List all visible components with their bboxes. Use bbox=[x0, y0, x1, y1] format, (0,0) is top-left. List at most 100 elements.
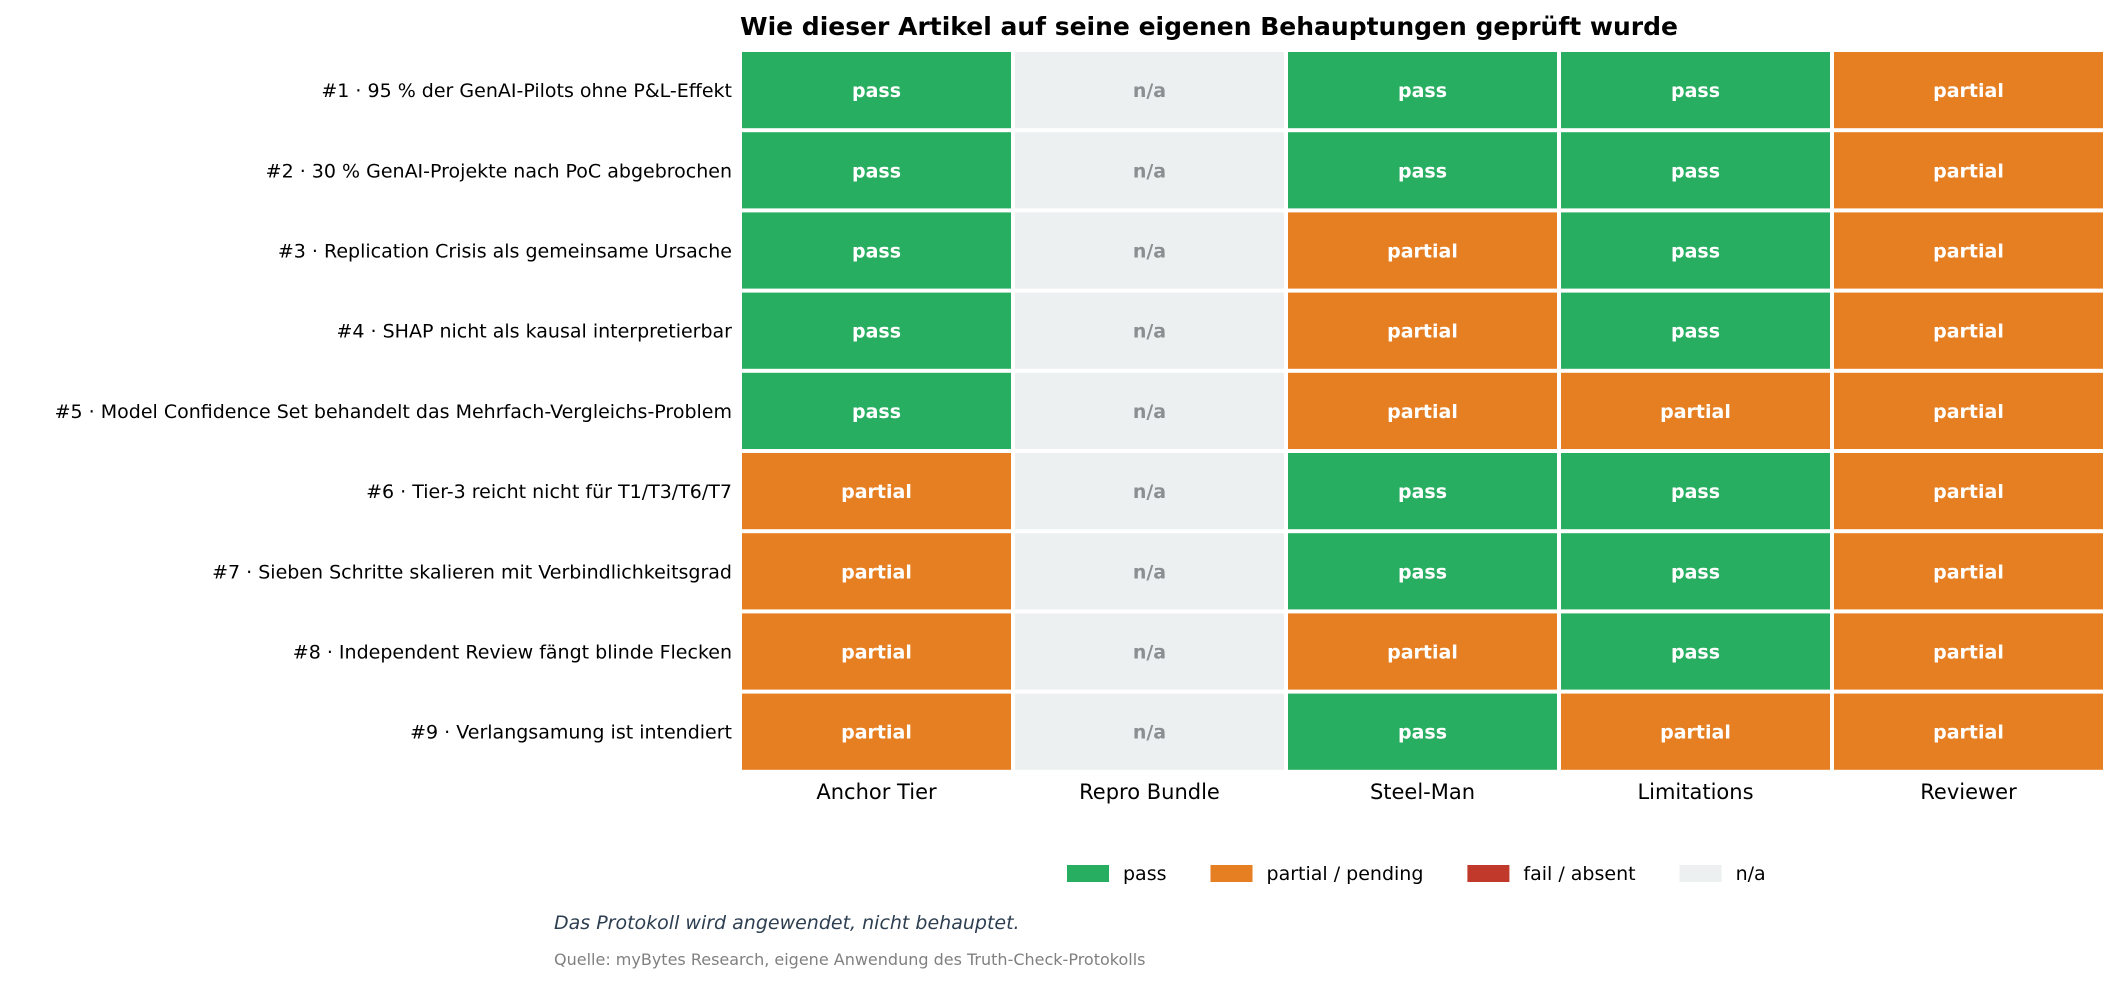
column-label-limitations: Limitations bbox=[1637, 780, 1753, 804]
heatmap-cell-3-steel-man bbox=[1288, 212, 1557, 289]
heatmap-cell-9-reviewer bbox=[1834, 693, 2103, 770]
legend-swatch-pass bbox=[1067, 865, 1109, 882]
heatmap-cell-8-reviewer bbox=[1834, 613, 2103, 690]
heatmap-cell-7-steel-man bbox=[1288, 533, 1557, 610]
heatmap-cell-8-anchor-tier bbox=[742, 613, 1011, 690]
cell-status-label: pass bbox=[852, 160, 901, 182]
legend-label-n-a: n/a bbox=[1736, 863, 1766, 885]
heatmap-cell-5-anchor-tier bbox=[742, 372, 1011, 449]
cell-status-label: n/a bbox=[1133, 80, 1166, 102]
cell-status-label: pass bbox=[852, 80, 901, 102]
heatmap-cell-6-anchor-tier bbox=[742, 453, 1011, 530]
row-labels: #1 · 95 % der GenAI-Pilots ohne P&L-Effe… bbox=[55, 80, 733, 744]
cell-status-label: partial bbox=[841, 481, 912, 503]
row-label-5: #5 · Model Confidence Set behandelt das … bbox=[55, 401, 732, 423]
cell-status-label: partial bbox=[841, 642, 912, 664]
heatmap-cell-2-steel-man bbox=[1288, 132, 1557, 209]
heatmap-cell-6-reviewer bbox=[1834, 453, 2103, 530]
row-label-1: #1 · 95 % der GenAI-Pilots ohne P&L-Effe… bbox=[321, 80, 732, 102]
cell-status-label: partial bbox=[1933, 561, 2004, 583]
heatmap-cell-6-limitations bbox=[1561, 453, 1830, 530]
cell-status-label: partial bbox=[1933, 642, 2004, 664]
cell-status-label: pass bbox=[1671, 321, 1720, 343]
cell-status-label: n/a bbox=[1133, 561, 1166, 583]
heatmap-cell-1-limitations bbox=[1561, 52, 1830, 129]
source-note: Quelle: myBytes Research, eigene Anwendu… bbox=[554, 950, 1146, 969]
legend-label-pass: pass bbox=[1123, 863, 1167, 885]
heatmap-cell-6-repro-bundle bbox=[1015, 453, 1284, 530]
heatmap-cell-1-anchor-tier bbox=[742, 52, 1011, 129]
heatmap-cell-4-steel-man bbox=[1288, 292, 1557, 369]
cell-status-label: n/a bbox=[1133, 401, 1166, 423]
heatmap-cell-8-repro-bundle bbox=[1015, 613, 1284, 690]
column-label-repro-bundle: Repro Bundle bbox=[1079, 780, 1220, 804]
cell-status-label: pass bbox=[852, 321, 901, 343]
heatmap-cell-2-repro-bundle bbox=[1015, 132, 1284, 209]
heatmap-cell-8-limitations bbox=[1561, 613, 1830, 690]
cell-status-label: partial bbox=[1387, 321, 1458, 343]
cell-status-label: pass bbox=[1398, 80, 1447, 102]
heatmap-cell-1-repro-bundle bbox=[1015, 52, 1284, 129]
heatmap-cell-8-steel-man bbox=[1288, 613, 1557, 690]
legend-swatch-fail bbox=[1467, 865, 1510, 882]
heatmap-cell-7-limitations bbox=[1561, 533, 1830, 610]
cell-status-label: partial bbox=[1387, 241, 1458, 263]
heatmap-cell-9-anchor-tier bbox=[742, 693, 1011, 770]
cell-status-label: partial bbox=[1660, 722, 1731, 744]
heatmap-cell-5-repro-bundle bbox=[1015, 372, 1284, 449]
cell-status-label: partial bbox=[1933, 481, 2004, 503]
row-label-4: #4 · SHAP nicht als kausal interpretierb… bbox=[336, 321, 732, 343]
cell-status-label: partial bbox=[1933, 321, 2004, 343]
heatmap-cell-1-steel-man bbox=[1288, 52, 1557, 129]
cell-status-label: pass bbox=[1671, 160, 1720, 182]
cell-status-label: partial bbox=[1387, 642, 1458, 664]
heatmap-cell-2-limitations bbox=[1561, 132, 1830, 209]
column-label-anchor-tier: Anchor Tier bbox=[816, 780, 937, 804]
legend-swatch-partial bbox=[1210, 865, 1253, 882]
heatmap-cell-2-anchor-tier bbox=[742, 132, 1011, 209]
heatmap-cell-4-limitations bbox=[1561, 292, 1830, 369]
cell-status-label: pass bbox=[1671, 241, 1720, 263]
row-label-8: #8 · Independent Review fängt blinde Fle… bbox=[293, 642, 732, 664]
row-label-7: #7 · Sieben Schritte skalieren mit Verbi… bbox=[212, 561, 732, 583]
heatmap-cell-9-repro-bundle bbox=[1015, 693, 1284, 770]
cell-status-label: pass bbox=[1398, 561, 1447, 583]
cell-status-label: n/a bbox=[1133, 160, 1166, 182]
cell-status-label: pass bbox=[1671, 80, 1720, 102]
cell-status-label: partial bbox=[1387, 401, 1458, 423]
heatmap-cell-3-anchor-tier bbox=[742, 212, 1011, 289]
legend-label-partial: partial / pending bbox=[1267, 863, 1424, 885]
heatmap-cell-9-steel-man bbox=[1288, 693, 1557, 770]
cell-status-label: partial bbox=[841, 561, 912, 583]
cell-status-label: partial bbox=[1933, 401, 2004, 423]
heatmap-cell-3-limitations bbox=[1561, 212, 1830, 289]
row-label-9: #9 · Verlangsamung ist intendiert bbox=[410, 722, 732, 744]
heatmap-cells: pass n/a pass pass partial pass n/a pass pass par… bbox=[742, 52, 2103, 770]
column-labels: Anchor Tier Repro Bundle Steel-Man Limitati… bbox=[816, 780, 2017, 804]
cell-status-label: n/a bbox=[1133, 642, 1166, 664]
row-label-2: #2 · 30 % GenAI-Projekte nach PoC abgebr… bbox=[266, 160, 732, 182]
cell-status-label: partial bbox=[1933, 80, 2004, 102]
cell-status-label: pass bbox=[1671, 481, 1720, 503]
cell-status-label: pass bbox=[1398, 160, 1447, 182]
heatmap-cell-7-repro-bundle bbox=[1015, 533, 1284, 610]
column-label-steel-man: Steel-Man bbox=[1370, 780, 1475, 804]
legend-swatch-n-a bbox=[1679, 865, 1722, 882]
cell-status-label: pass bbox=[1398, 481, 1447, 503]
cell-status-label: n/a bbox=[1133, 481, 1166, 503]
cell-status-label: pass bbox=[852, 401, 901, 423]
cell-status-label: pass bbox=[1671, 642, 1720, 664]
cell-status-label: partial bbox=[841, 722, 912, 744]
heatmap-cell-2-reviewer bbox=[1834, 132, 2103, 209]
heatmap-cell-3-repro-bundle bbox=[1015, 212, 1284, 289]
cell-status-label: n/a bbox=[1133, 321, 1166, 343]
cell-status-label: partial bbox=[1933, 722, 2004, 744]
cell-status-label: partial bbox=[1933, 160, 2004, 182]
heatmap-cell-1-reviewer bbox=[1834, 52, 2103, 129]
cell-status-label: pass bbox=[852, 241, 901, 263]
footer-note: Das Protokoll wird angewendet, nicht beh… bbox=[554, 912, 1020, 934]
chart-title: Wie dieser Artikel auf seine eigenen Beh… bbox=[740, 12, 1678, 41]
row-label-6: #6 · Tier-3 reicht nicht für T1/T3/T6/T7 bbox=[366, 481, 732, 503]
heatmap-cell-4-repro-bundle bbox=[1015, 292, 1284, 369]
heatmap-cell-4-anchor-tier bbox=[742, 292, 1011, 369]
